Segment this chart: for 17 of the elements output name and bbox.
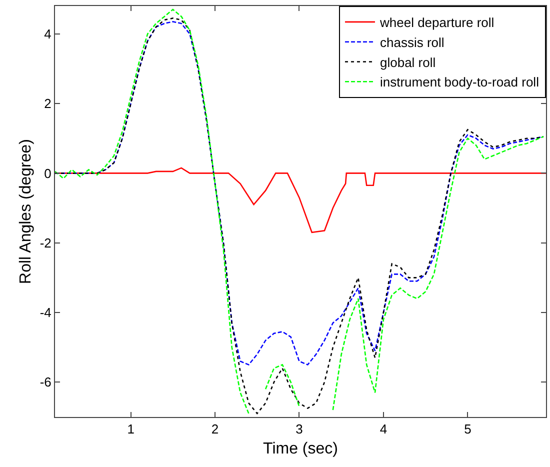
y-tick-label: -4: [40, 305, 52, 320]
x-tick-label: 5: [464, 422, 472, 437]
x-tick-label: 1: [127, 422, 134, 437]
y-tick-label: -2: [40, 235, 52, 250]
y-tick-label: 4: [44, 26, 52, 42]
y-axis-title: Roll Angles (degree): [18, 139, 35, 284]
x-tick-label: 4: [380, 422, 388, 437]
legend-label: global roll: [380, 54, 436, 70]
x-axis-title: Time (sec): [263, 440, 338, 458]
x-tick-label: 3: [296, 422, 303, 437]
x-tick-label: 2: [211, 422, 219, 437]
y-tick-label: -6: [40, 374, 52, 390]
legend-label: chassis roll: [380, 34, 444, 50]
y-tick-label: 2: [44, 96, 52, 112]
legend-label: instrument body-to-road roll: [380, 74, 540, 90]
y-tick-label: 0: [44, 166, 52, 181]
legend-label: wheel departure roll: [379, 15, 494, 30]
